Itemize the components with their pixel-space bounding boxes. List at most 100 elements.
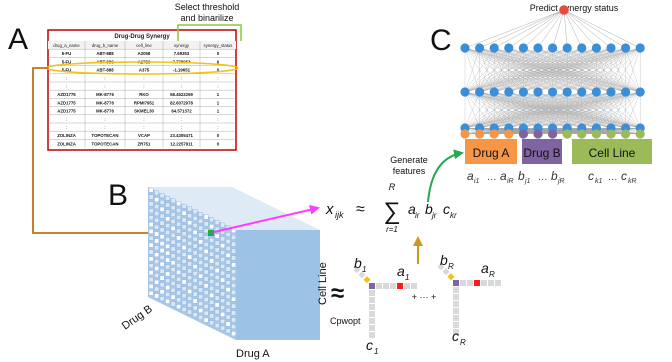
- table-header-cell: synergy: [174, 43, 190, 48]
- tensor-cell: [170, 287, 176, 293]
- tensor-cube: [148, 187, 320, 340]
- table-cell: A2058: [138, 51, 151, 56]
- tensor-cell: [148, 187, 154, 193]
- tensor-cell: [154, 245, 159, 251]
- nn-edge: [464, 91, 495, 129]
- nn-edge: [464, 47, 480, 93]
- nn-edge: [464, 91, 612, 129]
- hidden-node: [635, 87, 645, 97]
- tensor-cell: [181, 224, 187, 230]
- factor-a-cell: [474, 280, 480, 286]
- table-cell: :: [181, 117, 182, 122]
- factor-c1-sub: 1: [374, 347, 378, 356]
- tensor-cell: [225, 328, 231, 334]
- tensor-cell: [159, 268, 165, 274]
- tensor-cell: [165, 244, 170, 249]
- tensor-cell: [181, 265, 187, 271]
- hidden-node: [533, 43, 543, 53]
- table-cell: 64.571372: [171, 109, 192, 114]
- tensor-cell: [225, 266, 231, 272]
- feature-formula-part: jR: [557, 178, 565, 185]
- nn-edge: [563, 9, 612, 49]
- tensor-cell: [159, 275, 165, 281]
- tensor-cell: [198, 218, 203, 224]
- tensor-cell: [165, 223, 170, 229]
- tensor-cell: [148, 201, 154, 207]
- factor-c-cell: [453, 315, 459, 321]
- tensor-cell: [220, 250, 225, 255]
- nn-edge: [523, 47, 641, 93]
- tensor-cell: [192, 216, 198, 221]
- tensor-cell: [170, 274, 176, 279]
- factor-c-cell: [369, 304, 375, 310]
- tensor-cell: [176, 276, 181, 282]
- tensor-cell: [209, 217, 214, 223]
- tensor-cell: [209, 244, 214, 250]
- hidden-node: [635, 43, 645, 53]
- factor-bR: b: [440, 252, 448, 268]
- nn-edge: [563, 9, 626, 49]
- tensor-cell: [192, 229, 198, 235]
- feature-block-label: Drug A: [473, 146, 510, 160]
- tensor-cell: [192, 209, 198, 214]
- table-cell: 12.2257911: [170, 141, 193, 146]
- tensor-cell: [214, 281, 220, 287]
- tensor-cell: [220, 236, 225, 242]
- tensor-cell: [154, 286, 159, 292]
- tensor-cell: [198, 308, 203, 313]
- table-cell: 58.4522269: [170, 92, 193, 97]
- table-cell: 23.4305471: [170, 133, 193, 138]
- table-cell: :: [217, 76, 218, 81]
- tensor-cell: [187, 254, 192, 260]
- tensor-cell: [148, 229, 154, 234]
- tensor-cell: [176, 221, 181, 227]
- tensor-cell: [209, 306, 214, 312]
- hidden-node: [475, 87, 485, 97]
- tensor-cell: [181, 286, 187, 292]
- tensor-cell: [170, 239, 176, 245]
- table-cell: :: [66, 125, 67, 130]
- factor-aR: a: [481, 260, 489, 276]
- table-cell: :: [104, 84, 105, 89]
- cube-left-face: [148, 187, 236, 340]
- factor-b-cell: [363, 276, 371, 284]
- table-cell: 1: [217, 109, 220, 114]
- table-cell: AZD1775: [57, 109, 76, 114]
- tensor-cell: [225, 246, 231, 251]
- tensor-cell: [214, 295, 220, 301]
- tensor-cell: [231, 241, 236, 247]
- feature-formula-part: …: [538, 172, 548, 183]
- nn-edge: [494, 91, 641, 129]
- tensor-cell: [209, 286, 214, 291]
- feature-formula-part: b: [551, 169, 558, 183]
- factor-cR-sub: R: [460, 338, 466, 347]
- table-cell: :: [143, 76, 144, 81]
- tensor-cell: [181, 210, 187, 216]
- hidden-node: [577, 43, 587, 53]
- table-cell: :: [217, 84, 218, 89]
- tensor-cell: [231, 228, 236, 233]
- nn-edge: [625, 47, 641, 93]
- tensor-cell: [165, 299, 170, 304]
- tensor-cell: [225, 307, 231, 313]
- feature-formula-part: c: [588, 169, 594, 183]
- nn-edge: [552, 47, 641, 93]
- threshold-caption-line-1: Select threshold: [175, 2, 240, 12]
- network-edges: [464, 9, 641, 135]
- tensor-cell: [181, 258, 187, 264]
- nn-edge: [464, 47, 495, 93]
- tensor-cell: [198, 253, 203, 258]
- factor-b-cell: [447, 273, 455, 281]
- input-node: [577, 129, 587, 139]
- tensor-cell: [214, 220, 220, 225]
- tensor-cell: [214, 302, 220, 308]
- nn-edge: [464, 9, 565, 49]
- tensor-cell: [170, 198, 176, 204]
- hidden-node: [562, 43, 572, 53]
- tensor-cell: [170, 212, 176, 217]
- feature-block-label: Cell Line: [589, 146, 636, 160]
- factor-c-cell: [369, 290, 375, 296]
- factor-c-cell: [453, 287, 459, 293]
- factor-b1-sub: 1: [362, 265, 366, 274]
- tensor-cell: [203, 214, 209, 220]
